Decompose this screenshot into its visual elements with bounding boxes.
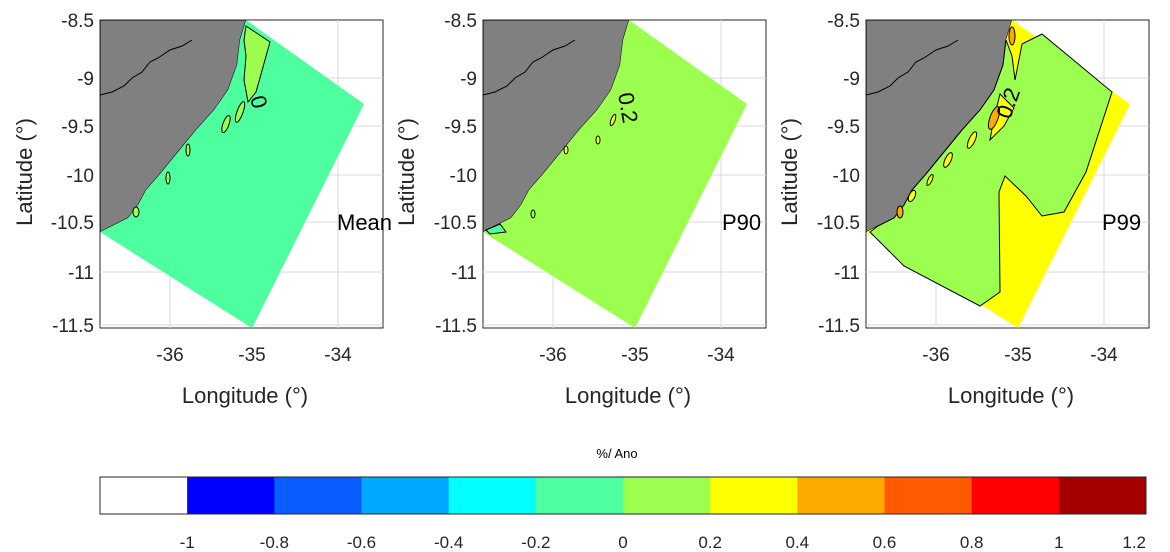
contour-label: 0.2: [613, 91, 643, 125]
colorbar-tick-label: -0.8: [260, 533, 289, 552]
ocean-field: [100, 20, 364, 328]
svg-text:-8.5: -8.5: [827, 11, 860, 32]
svg-text:-9: -9: [77, 69, 94, 90]
y-tick-labels: -8.5 -9 -9.5 -10 -10.5 -11 -11.5: [51, 11, 94, 337]
svg-text:-11: -11: [834, 263, 860, 284]
map-panel-p99: 0.2 -8.5 -9 -9.5 -10 -10.5 -11 -11.5 -36…: [777, 11, 1150, 408]
svg-text:-10.5: -10.5: [817, 213, 860, 234]
y-axis-label: Latitude (°): [394, 118, 419, 226]
colorbar-swatch: [448, 477, 537, 514]
svg-text:-9.5: -9.5: [444, 117, 477, 138]
colorbar-swatch: [884, 477, 973, 514]
svg-text:-11.5: -11.5: [52, 316, 94, 337]
map-panel-mean: 0 -8.5 -9 -9.5 -10 -10.5 -11 -11.5 -36 -…: [12, 11, 392, 408]
colorbar-swatch: [797, 477, 885, 514]
colorbar-swatches: [100, 477, 1147, 514]
svg-text:-9.5: -9.5: [827, 117, 860, 138]
colorbar-swatch: [623, 477, 711, 514]
colorbar-tick-labels: -1 -0.8 -0.6 -0.4 -0.2 0 0.2 0.4 0.6 0.8 1 1.2: [180, 533, 1146, 552]
colorbar-swatch: [361, 477, 450, 514]
svg-text:-35: -35: [621, 345, 648, 366]
svg-text:-8.5: -8.5: [61, 11, 94, 32]
colorbar-tick-label: -0.2: [521, 533, 550, 552]
colorbar: %/ Ano -1 -0.8 -0.6 -0.4 -0.2 0 0.2 0.4 0.6 0.8 1 1…: [99, 446, 1147, 552]
x-axis-label: Longitude (°): [948, 383, 1074, 408]
colorbar-swatch: [274, 477, 362, 514]
x-tick-labels: -36 -35 -34: [922, 345, 1118, 366]
svg-text:-11.5: -11.5: [818, 316, 860, 337]
colorbar-swatch: [187, 477, 275, 514]
svg-text:-10.5: -10.5: [434, 213, 477, 234]
colorbar-tick-label: -1: [180, 533, 195, 552]
svg-text:-10.5: -10.5: [51, 213, 94, 234]
map-panel-p90: 0.2 -8.5 -9 -9.5 -10 -10.5 -11 -11.5 -36…: [394, 11, 767, 408]
colorbar-tick-label: -0.6: [347, 533, 376, 552]
colorbar-tick-label: 1: [1054, 533, 1063, 552]
svg-text:-11.5: -11.5: [435, 316, 477, 337]
svg-text:-36: -36: [539, 345, 566, 366]
colorbar-title: %/ Ano: [596, 446, 637, 461]
svg-text:-11: -11: [451, 263, 477, 284]
colorbar-swatch: [710, 477, 798, 514]
svg-text:-8.5: -8.5: [444, 11, 477, 32]
colorbar-tick-label: 0.6: [873, 533, 897, 552]
colorbar-tick-label: 0.2: [698, 533, 722, 552]
svg-text:-34: -34: [1090, 345, 1118, 366]
svg-text:-35: -35: [238, 345, 265, 366]
svg-text:-36: -36: [156, 345, 183, 366]
svg-text:-34: -34: [324, 345, 352, 366]
y-axis-label: Latitude (°): [777, 118, 802, 226]
svg-text:-10: -10: [67, 166, 94, 187]
ocean-field: [483, 20, 747, 328]
colorbar-swatch: [535, 477, 624, 514]
svg-text:-10: -10: [450, 166, 477, 187]
svg-text:-35: -35: [1004, 345, 1031, 366]
colorbar-tick-label: -0.4: [434, 533, 463, 552]
colorbar-tick-label: 0.4: [786, 533, 810, 552]
colorbar-tick-label: 0: [618, 533, 627, 552]
panel-tag: P99: [1102, 210, 1141, 235]
colorbar-tick-label: 1.2: [1122, 533, 1146, 552]
svg-text:-34: -34: [707, 345, 735, 366]
svg-text:-9.5: -9.5: [61, 117, 94, 138]
x-tick-labels: -36 -35 -34: [539, 345, 735, 366]
y-tick-labels: -8.5 -9 -9.5 -10 -10.5 -11 -11.5: [434, 11, 477, 337]
colorbar-swatch: [1058, 477, 1147, 514]
x-axis-label: Longitude (°): [182, 383, 308, 408]
y-tick-labels: -8.5 -9 -9.5 -10 -10.5 -11 -11.5: [817, 11, 860, 337]
x-tick-labels: -36 -35 -34: [156, 345, 352, 366]
svg-text:-9: -9: [460, 69, 477, 90]
y-axis-label: Latitude (°): [12, 118, 37, 226]
svg-text:-11: -11: [68, 263, 94, 284]
x-axis-label: Longitude (°): [565, 383, 691, 408]
svg-text:-36: -36: [922, 345, 949, 366]
panel-tag: P90: [722, 210, 761, 235]
colorbar-swatch: [971, 477, 1060, 514]
panel-tag: Mean: [337, 210, 392, 235]
colorbar-tick-label: 0.8: [960, 533, 984, 552]
colorbar-swatch: [100, 477, 188, 514]
svg-text:-9: -9: [843, 69, 860, 90]
svg-text:-10: -10: [833, 166, 860, 187]
